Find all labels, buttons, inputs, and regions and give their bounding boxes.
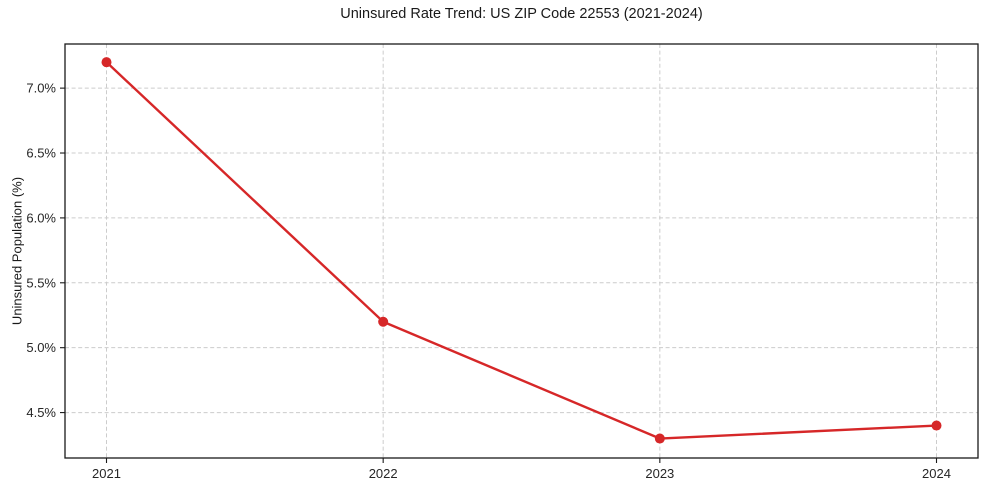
trend-line bbox=[105, 60, 938, 440]
x-tick-label: 2024 bbox=[922, 466, 951, 481]
x-tick-label: 2021 bbox=[92, 466, 121, 481]
y-tick-label: 5.5% bbox=[26, 275, 56, 290]
plot-border bbox=[64, 43, 979, 459]
data-point-marker bbox=[654, 433, 665, 444]
y-tick-label: 7.0% bbox=[26, 81, 56, 96]
y-tick-label: 4.5% bbox=[26, 405, 56, 420]
y-tick-label: 6.0% bbox=[26, 210, 56, 225]
data-point-marker bbox=[101, 57, 112, 68]
chart-title: Uninsured Rate Trend: US ZIP Code 22553 … bbox=[340, 6, 703, 22]
data-point-marker bbox=[378, 316, 389, 327]
data-point-marker bbox=[931, 420, 942, 431]
y-tick-label: 6.5% bbox=[26, 146, 56, 161]
x-tick-label: 2023 bbox=[645, 466, 674, 481]
y-tick-label: 5.0% bbox=[26, 340, 56, 355]
x-tick-label: 2022 bbox=[369, 466, 398, 481]
